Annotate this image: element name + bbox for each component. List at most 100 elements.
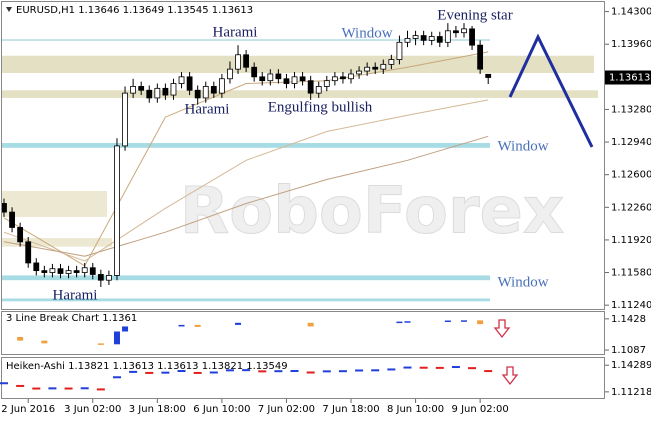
candle-body (259, 76, 266, 82)
level-zone (2, 298, 490, 302)
candle-body (243, 54, 250, 68)
candle-body (162, 87, 169, 96)
y-tick-label: 1.11218 (611, 387, 651, 398)
x-tick-label: 3 Jun 02:00 (64, 404, 121, 415)
y-tick-label: 1.1428 (611, 314, 646, 325)
candle-body (138, 86, 145, 91)
moving-average (3, 99, 489, 262)
heiken-ashi-bar (484, 370, 493, 373)
x-tick-label: 7 Jun 18:00 (322, 404, 379, 415)
y-tick-label: 1.1087 (611, 345, 646, 356)
line-break-brick (41, 340, 48, 344)
line-break-brick (113, 331, 120, 345)
candle-body (331, 76, 338, 82)
heiken-ashi-bar (403, 366, 412, 369)
candle-body (356, 70, 362, 75)
heiken-ashi-bar (242, 369, 251, 372)
candle-body (412, 35, 419, 39)
candle-body (25, 241, 32, 264)
x-tick-label: 9 Jun 02:00 (452, 404, 509, 415)
heiken-ashi-bar (112, 376, 121, 379)
line-break-brick (97, 343, 104, 345)
heiken-ashi-frame (1, 357, 605, 399)
annotation: Window (341, 25, 392, 41)
y-tick-label: 1.14289 (611, 360, 651, 371)
heiken-ashi-bar (419, 366, 428, 369)
title-icon (6, 7, 12, 12)
heiken-ashi-bar (387, 368, 396, 371)
y-tick-label: 1.12260 (611, 202, 651, 213)
candle-body (17, 227, 24, 243)
level-zone (2, 143, 490, 148)
x-tick-label: 6 Jun 10:00 (193, 404, 250, 415)
candle-body (444, 30, 451, 43)
heiken-ashi-bar (193, 371, 202, 374)
candle-body (210, 86, 217, 94)
candle-body (41, 270, 48, 273)
candle-body (227, 68, 233, 80)
heiken-ashi-bar (290, 370, 299, 373)
line-break-brick (307, 322, 314, 327)
candle-body (372, 66, 379, 70)
candle-body (154, 87, 161, 99)
level-zone (2, 39, 490, 41)
level-zone (2, 90, 598, 98)
annotation: Harami (185, 101, 230, 117)
candle-body (81, 267, 88, 273)
x-tick-label: 2 Jun 2016 (1, 404, 55, 415)
price-label: 1.13613 (609, 73, 650, 84)
candle-body (340, 76, 346, 80)
candle-body (57, 268, 64, 274)
candle-body (388, 59, 395, 65)
heiken-ashi-bar (64, 387, 73, 390)
candle-body (122, 92, 128, 147)
heiken-ashi-bar (16, 384, 25, 387)
candle-body (1, 203, 7, 213)
candle-body (178, 76, 185, 84)
candle-body (348, 73, 354, 80)
y-tick-label: 1.11240 (611, 300, 651, 311)
heiken-ashi-bar (0, 382, 8, 385)
heiken-ashi-bar (435, 366, 444, 369)
candle-body (404, 38, 411, 43)
main-frame (1, 1, 605, 310)
candle-body (364, 66, 371, 72)
level-zone (2, 190, 107, 217)
candle-body (283, 78, 290, 84)
candle-body (235, 54, 241, 70)
candle-body (114, 145, 120, 276)
y-tick-label: 1.11580 (611, 268, 651, 279)
y-tick-label: 1.12600 (611, 170, 651, 181)
heiken-ashi-bar (48, 387, 57, 390)
heiken-ashi-bar (322, 370, 331, 373)
candle-body (396, 41, 403, 60)
heiken-ashi-bar (274, 370, 283, 373)
candle-body (33, 262, 40, 272)
heiken-ashi-bar (96, 388, 105, 391)
candle-body (291, 76, 298, 84)
main-panel: RoboForex (1, 23, 598, 302)
heiken-ashi-bar (258, 370, 267, 373)
annotation: Window (497, 138, 548, 154)
line-break-brick (444, 320, 451, 323)
candle-body (469, 28, 475, 46)
y-tick-label: 1.14300 (611, 7, 651, 18)
line-break-brick (477, 320, 484, 325)
y-tick-label: 1.13280 (611, 104, 651, 115)
candle-body (436, 36, 443, 43)
heiken-ashi-bar (468, 367, 477, 370)
y-tick-label: 1.12940 (611, 137, 651, 148)
line-break-frame (1, 311, 605, 355)
price-label-box (605, 70, 651, 85)
candle-body (218, 78, 225, 94)
level-zone (2, 275, 490, 281)
heiken-ashi-bar (338, 370, 347, 373)
heiken-ashi-bar (145, 371, 154, 374)
level-zone (2, 55, 594, 73)
heiken-ashi-bar (306, 371, 315, 374)
forecast-arrow (508, 33, 594, 148)
candle-body (428, 36, 435, 41)
level-zone (2, 238, 112, 247)
candle-body (485, 73, 492, 78)
